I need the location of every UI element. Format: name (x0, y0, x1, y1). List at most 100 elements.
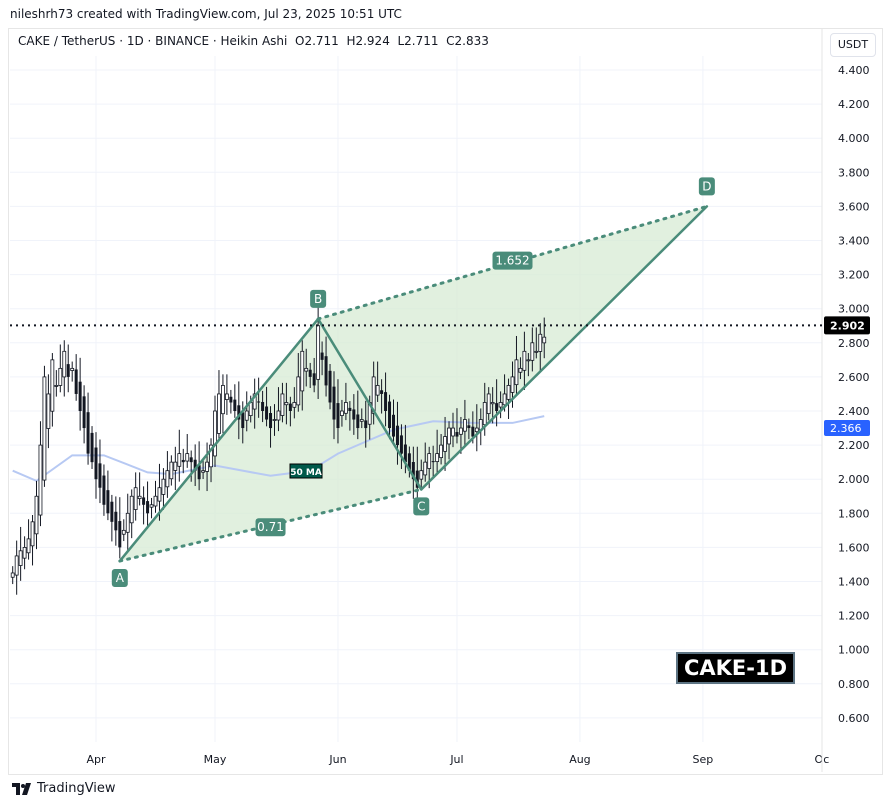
candle-body (10, 572, 15, 578)
candle-body (161, 478, 166, 495)
point-label-a-text: A (116, 571, 125, 585)
candle-body (431, 461, 435, 463)
candle-body (280, 393, 285, 416)
candle-body (522, 350, 527, 371)
candle-body (205, 461, 209, 472)
candle-body (300, 350, 305, 392)
candle-body (455, 432, 459, 437)
candle-body (352, 409, 356, 420)
candle-body (526, 359, 531, 362)
ma-label: 50 MA (289, 463, 323, 479)
candle-body (221, 385, 225, 415)
currency-unit-button[interactable]: USDT (830, 33, 876, 57)
y-tick-label: 2.000 (838, 473, 870, 486)
candle-body (348, 407, 352, 411)
candle-body (439, 444, 444, 459)
candle-body (102, 475, 106, 505)
candle-body (375, 385, 380, 396)
y-tick-label: 0.600 (838, 712, 870, 725)
candle-body (185, 453, 190, 462)
candle-body (121, 529, 126, 535)
candle-body (157, 487, 162, 502)
candle-body (165, 470, 170, 488)
y-tick-label: 3.200 (838, 269, 870, 282)
candle-body (443, 436, 447, 452)
candle-body (336, 403, 340, 429)
y-tick-label: 2.400 (838, 405, 870, 418)
candle-body (193, 459, 197, 471)
candle-body (265, 406, 269, 420)
candle-body (502, 393, 507, 406)
point-label-d: D (698, 177, 715, 196)
candle-body (359, 419, 364, 422)
candle-body (308, 369, 312, 377)
candle-body (498, 402, 503, 408)
y-tick-label: 4.400 (838, 64, 870, 77)
pattern-fill (119, 206, 707, 562)
y-tick-label: 3.800 (838, 166, 870, 179)
candle-body (284, 402, 289, 406)
candle-body (217, 393, 221, 434)
candle-body (288, 403, 292, 411)
candle-body (371, 376, 376, 414)
candle-body (316, 325, 321, 380)
candle-body (388, 401, 392, 429)
point-label-b: B (310, 289, 327, 308)
x-tick-label: Sep (693, 753, 714, 766)
candle-body (272, 419, 277, 421)
candle-body (229, 396, 233, 403)
candle-body (42, 376, 47, 481)
candle-body (244, 410, 249, 421)
candle-body (292, 402, 297, 408)
point-label-b-text: B (314, 292, 322, 306)
ratio-label-bd-bg (492, 251, 533, 270)
candle-body (304, 367, 309, 372)
candle-body (269, 413, 273, 429)
candle-body (22, 547, 27, 559)
ma-price-tag (824, 420, 870, 437)
chart-badge: CAKE-1D (676, 652, 796, 684)
x-tick-label: Apr (86, 753, 106, 766)
x-tick-label: Aug (569, 753, 590, 766)
symbol-info: CAKE / TetherUS · 1D · BINANCE · Heikin … (18, 34, 288, 48)
y-tick-label: 4.000 (838, 132, 870, 145)
candle-body (197, 465, 201, 480)
candle-body (142, 497, 146, 505)
candle-body (343, 402, 348, 414)
point-label-d-bg (698, 177, 715, 196)
tradingview-logo[interactable]: TradingView (12, 781, 116, 796)
candle-body (451, 427, 455, 437)
candle-body (459, 427, 463, 435)
x-tick-label: Jul (449, 753, 463, 766)
symbol-legend: CAKE / TetherUS · 1D · BINANCE · Heikin … (18, 34, 489, 48)
candle-body (209, 444, 213, 468)
y-tick-label: 1.800 (838, 507, 870, 520)
candle-body (252, 393, 257, 410)
candle-body (415, 470, 419, 488)
ohlc-low: L2.711 (397, 34, 439, 48)
candle-body (324, 356, 328, 386)
point-label-c-text: C (417, 499, 425, 513)
last-price-tag (824, 316, 870, 335)
candle-body (114, 511, 118, 531)
candle-body (86, 412, 90, 454)
candle-body (384, 392, 388, 411)
candle-body (482, 402, 487, 426)
candle-body (427, 453, 432, 469)
candle-body (129, 495, 134, 524)
candle-body (153, 495, 158, 507)
candle-body (261, 401, 265, 411)
ma-label-text: 50 MA (290, 468, 322, 478)
ratio-label-bd: 1.652 (492, 251, 533, 270)
y-tick-label: 2.200 (838, 439, 870, 452)
ma-label-bg (289, 463, 323, 479)
candle-body (392, 414, 395, 437)
x-tick-label: Jun (328, 753, 346, 766)
ratio-label-ac-text: 0.71 (257, 520, 284, 534)
candle-body (201, 470, 206, 473)
candle-body (106, 490, 110, 514)
candle-body (423, 461, 428, 476)
candle-body (296, 376, 301, 406)
x-tick-label: May (204, 753, 227, 766)
